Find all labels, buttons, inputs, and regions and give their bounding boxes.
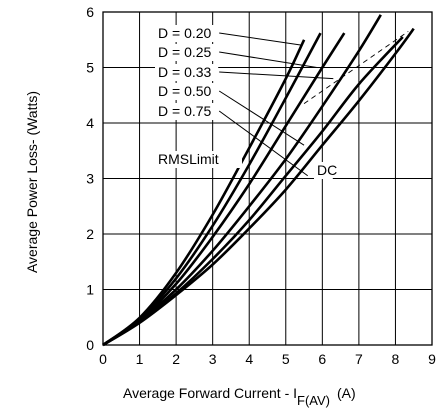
series-line-d-0-50	[102, 14, 382, 347]
y-tick-label: 0	[86, 337, 94, 353]
curve-label-leader	[218, 110, 309, 177]
y-tick-label: 1	[86, 282, 94, 298]
x-tick-label: 7	[355, 351, 363, 367]
y-axis-label: Average Power Loss- (Watts)	[24, 91, 40, 273]
curve-label-bg	[155, 64, 219, 81]
x-tick-label: 5	[282, 351, 290, 367]
x-axis-label-main: Average Forward Current - I	[123, 385, 297, 401]
x-axis-label-unit: (A)	[337, 385, 356, 401]
curve-labels: D = 0.20 D = 0.25 D = 0.33 D = 0.50 D = 0.75…	[155, 25, 337, 179]
curve-label-bg	[155, 25, 219, 42]
curve-label-leader	[219, 32, 303, 46]
y-tick-label: 3	[86, 171, 94, 187]
x-tick-label: 0	[99, 351, 107, 367]
x-tick-label: 8	[392, 351, 400, 367]
curve-label-leader	[219, 51, 317, 68]
x-tick-label: 2	[172, 351, 180, 367]
series-line-dc	[102, 27, 415, 347]
y-tick-label: 2	[86, 226, 94, 242]
curve-label-bg	[155, 103, 219, 120]
curve-label: DC	[317, 162, 337, 178]
rms-limit-label: RMSLimit	[158, 151, 219, 167]
curve-label-leader	[219, 71, 334, 80]
curve-label: D = 0.20	[158, 25, 212, 41]
y-tick-label: 5	[86, 60, 94, 76]
x-tick-label: 1	[136, 351, 144, 367]
curve-label-bg	[155, 44, 219, 61]
curve-label: D = 0.50	[158, 83, 212, 99]
rms-label-bg	[156, 151, 242, 168]
x-axis-label: Average Forward Current - IF(AV) (A)	[123, 385, 356, 408]
x-tick-label: 3	[209, 351, 217, 367]
series-lines	[102, 14, 415, 347]
x-tick-label: 4	[245, 351, 253, 367]
curve-label-leader	[218, 90, 305, 146]
x-tick-label: 6	[318, 351, 326, 367]
curve-label-bg	[155, 83, 219, 100]
curve-label: D = 0.25	[158, 44, 212, 60]
curve-label: D = 0.33	[158, 64, 212, 80]
curve-label-bg	[314, 162, 333, 179]
rms-limit-line	[303, 31, 409, 104]
x-axis-label-subscript: F(AV)	[297, 393, 330, 408]
plot-frame	[102, 11, 433, 346]
y-tick-label: 6	[86, 4, 94, 20]
tick-labels: 0 1 2 3 4 5 6 7 8 9 0 1 2 3 4 5 6	[86, 4, 436, 367]
x-tick-label: 9	[428, 351, 436, 367]
curve-label: D = 0.75	[158, 103, 212, 119]
y-tick-label: 4	[86, 115, 94, 131]
